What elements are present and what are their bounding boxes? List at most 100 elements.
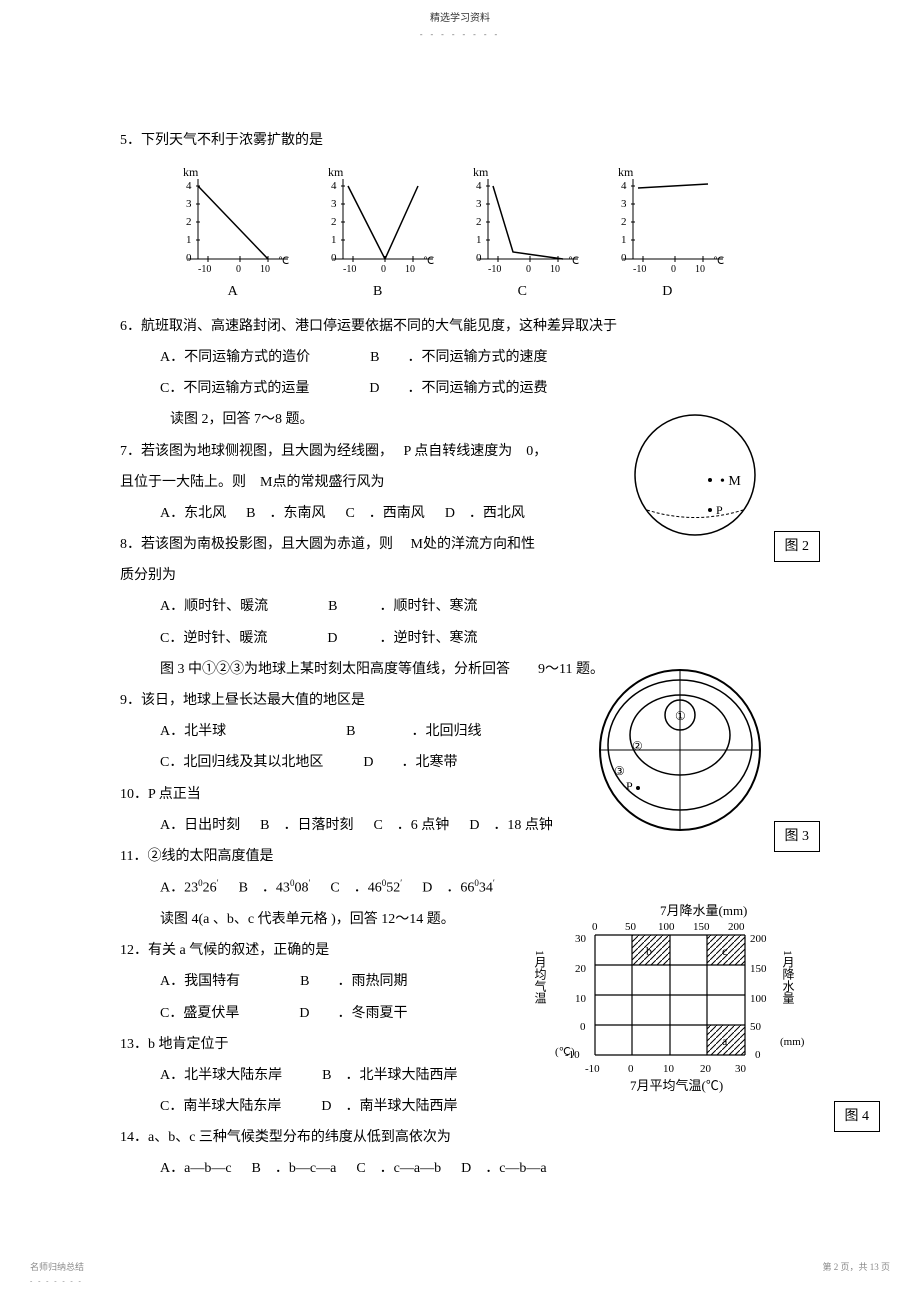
q10-optB: B ．日落时刻 xyxy=(260,813,353,838)
q6-row2: C．不同运输方式的运量 D ．不同运输方式的运费 xyxy=(120,376,800,401)
q14-optC: C ．c—a—b xyxy=(356,1156,441,1181)
q11-optC: C ．46052′ xyxy=(330,875,402,901)
q14-optB: B ．b—c—a xyxy=(252,1156,337,1181)
q9-optB: B ．北回归线 xyxy=(346,719,481,744)
svg-text:km: km xyxy=(618,165,634,179)
svg-text:0: 0 xyxy=(381,264,386,274)
svg-text:-10: -10 xyxy=(343,264,356,274)
chart-c: km 4 3 2 1 0 -10 0 10 ℃ xyxy=(458,164,588,274)
svg-text:10: 10 xyxy=(695,264,705,274)
footer-left: 名师归纳总结 xyxy=(30,1259,84,1275)
fig2-label: 图 2 xyxy=(774,531,821,562)
header-title: 精选学习资料 xyxy=(0,0,920,28)
q10-optC: C ．6 点钟 xyxy=(373,813,449,838)
svg-text:-10: -10 xyxy=(633,264,646,274)
svg-text:0: 0 xyxy=(331,252,337,264)
svg-text:10: 10 xyxy=(405,264,415,274)
figure-2: • M P 图 2 xyxy=(620,410,820,562)
svg-text:1: 1 xyxy=(476,234,482,246)
q6-row1: A．不同运输方式的造价 B ．不同运输方式的速度 xyxy=(120,345,800,370)
svg-text:1: 1 xyxy=(621,234,627,246)
q13-optA: A．北半球大陆东岸 xyxy=(160,1063,282,1088)
q10-optD: D ．18 点钟 xyxy=(469,813,553,838)
svg-text:0: 0 xyxy=(236,264,241,274)
svg-text:200: 200 xyxy=(728,921,745,933)
svg-text:200: 200 xyxy=(750,933,767,945)
svg-text:10: 10 xyxy=(260,264,270,274)
opt-a-label: A xyxy=(228,279,238,304)
opt-b-label: B xyxy=(373,279,382,304)
q8-optD: D ．逆时针、寒流 xyxy=(327,626,477,651)
q5-labels: A B C D xyxy=(160,279,740,304)
svg-text:③: ③ xyxy=(614,764,625,778)
q14-optA: A．a—b—c xyxy=(160,1156,232,1181)
q6-optA: A．不同运输方式的造价 xyxy=(160,345,310,370)
svg-text:km: km xyxy=(473,165,489,179)
q5-text: 5．下列天气不利于浓雾扩散的是 xyxy=(120,128,800,153)
svg-text:-10: -10 xyxy=(585,1063,600,1075)
svg-text:1月均气温: 1月均气温 xyxy=(533,950,547,1004)
svg-text:2: 2 xyxy=(621,216,627,228)
q9-optD: D ．北寒带 xyxy=(363,750,457,775)
svg-text:(mm): (mm) xyxy=(780,1036,805,1048)
fig4-label: 图 4 xyxy=(834,1101,881,1132)
fig3-label: 图 3 xyxy=(774,821,821,852)
svg-text:℃: ℃ xyxy=(568,256,579,267)
chart-b: km 4 3 2 1 0 -10 0 10 ℃ xyxy=(313,164,443,274)
svg-text:4: 4 xyxy=(186,180,192,192)
svg-text:a: a xyxy=(722,1034,728,1048)
q8-line2: 质分别为 xyxy=(120,563,800,588)
svg-text:4: 4 xyxy=(476,180,482,192)
q8-row2: C．逆时针、暖流 D ．逆时针、寒流 xyxy=(120,626,800,651)
opt-d-label: D xyxy=(662,279,672,304)
svg-text:-10: -10 xyxy=(198,264,211,274)
q9-optC: C．北回归线及其以北地区 xyxy=(160,750,323,775)
q11-optA: A．23026′ xyxy=(160,875,219,901)
svg-text:℃: ℃ xyxy=(713,256,724,267)
svg-text:(℃): (℃) xyxy=(555,1046,575,1058)
q12-optA: A．我国特有 xyxy=(160,969,240,994)
svg-text:4: 4 xyxy=(621,180,627,192)
svg-text:c: c xyxy=(722,944,727,958)
q8-row1: A．顺时针、暖流 B ．顺时针、寒流 xyxy=(120,594,800,619)
q14-optD: D ．c—b—a xyxy=(461,1156,547,1181)
q14-opts: A．a—b—c B ．b—c—a C ．c—a—b D ．c—b—a xyxy=(120,1156,800,1181)
q6-optC: C．不同运输方式的运量 xyxy=(160,376,309,401)
svg-text:1: 1 xyxy=(331,234,337,246)
svg-text:1: 1 xyxy=(186,234,192,246)
q10-optA: A．日出时刻 xyxy=(160,813,240,838)
svg-text:℃: ℃ xyxy=(278,256,289,267)
svg-text:10: 10 xyxy=(663,1063,675,1075)
svg-text:4: 4 xyxy=(331,180,337,192)
svg-text:b: b xyxy=(646,944,652,958)
svg-text:20: 20 xyxy=(700,1063,712,1075)
svg-text:150: 150 xyxy=(750,963,767,975)
svg-text:3: 3 xyxy=(331,198,337,210)
q7-optD: D ．西北风 xyxy=(445,501,525,526)
svg-text:0: 0 xyxy=(592,921,598,933)
q6-text: 6．航班取消、高速路封闭、港口停运要依据不同的大气能见度，这种差异取决于 xyxy=(120,314,800,339)
svg-text:2: 2 xyxy=(331,216,337,228)
q13-optB: B ．北半球大陆西岸 xyxy=(322,1063,457,1088)
svg-text:2: 2 xyxy=(186,216,192,228)
svg-text:3: 3 xyxy=(186,198,192,210)
svg-text:3: 3 xyxy=(621,198,627,210)
svg-text:100: 100 xyxy=(658,921,675,933)
q6-optD: D ．不同运输方式的运费 xyxy=(369,376,547,401)
q5-charts: km 4 3 2 1 0 -10 0 10 ℃ km 4 3 2 1 0 - xyxy=(160,164,740,274)
svg-text:0: 0 xyxy=(621,252,627,264)
svg-text:0: 0 xyxy=(580,1021,586,1033)
svg-text:50: 50 xyxy=(625,921,637,933)
svg-text:3: 3 xyxy=(476,198,482,210)
svg-text:0: 0 xyxy=(628,1063,634,1075)
footer: 名师归纳总结 - - - - - - - 第 2 页，共 13 页 xyxy=(0,1259,920,1288)
fig4-title: 7月降水量(mm) xyxy=(660,903,747,918)
svg-text:10: 10 xyxy=(550,264,560,274)
svg-text:2: 2 xyxy=(476,216,482,228)
svg-text:20: 20 xyxy=(575,963,587,975)
svg-text:10: 10 xyxy=(575,993,587,1005)
q11-opts: A．23026′ B ．43008′ C ．46052′ D ．66034′ xyxy=(120,875,800,901)
footer-left-dots: - - - - - - - xyxy=(30,1275,84,1288)
svg-text:150: 150 xyxy=(693,921,710,933)
figure-4: 7月降水量(mm) 0 50 100 150 200 b c xyxy=(530,900,880,1132)
